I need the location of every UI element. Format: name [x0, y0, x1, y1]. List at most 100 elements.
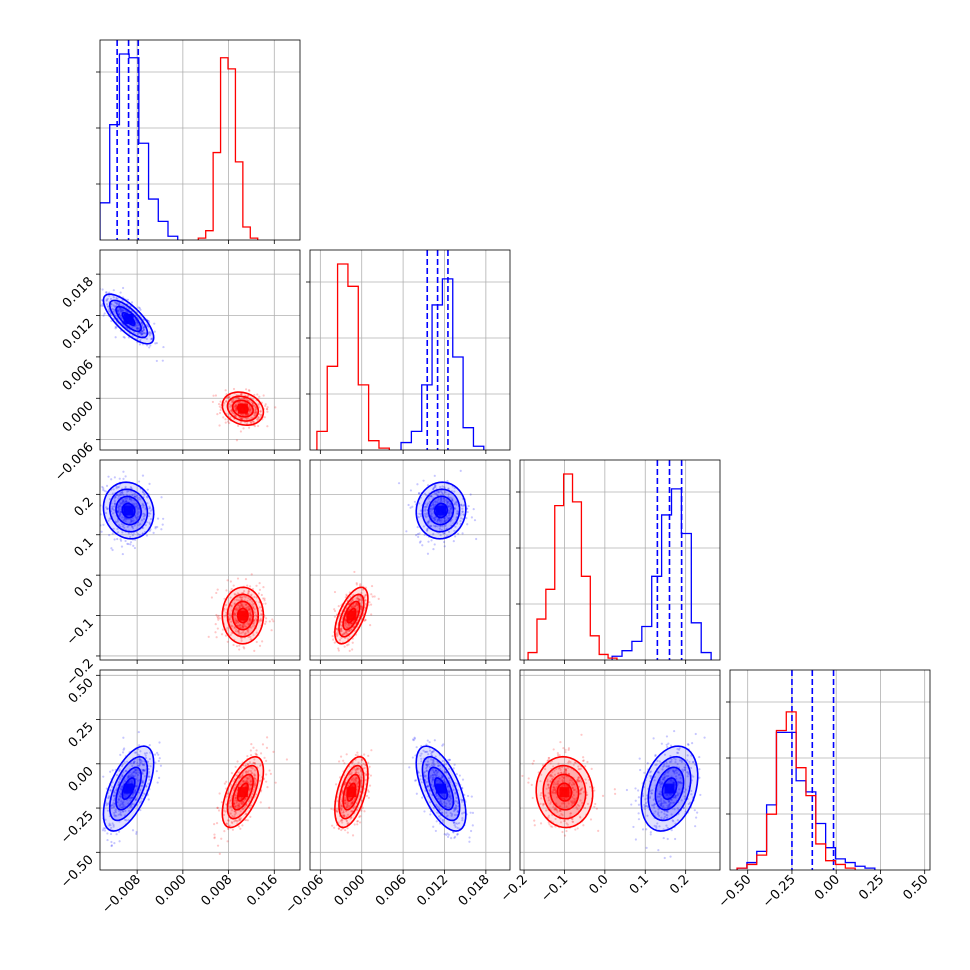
- scatter-point: [455, 796, 458, 799]
- scatter-point: [239, 420, 242, 424]
- scatter-point: [659, 799, 663, 803]
- scatter-point: [425, 767, 428, 770]
- scatter-point: [268, 769, 271, 772]
- scatter-point: [128, 774, 131, 777]
- scatter-point: [101, 829, 105, 832]
- scatter-point: [145, 337, 148, 340]
- scatter-point: [134, 516, 137, 519]
- scatter-point: [118, 313, 121, 316]
- scatter-point: [129, 796, 132, 799]
- scatter-point: [112, 805, 115, 808]
- scatter-point: [141, 780, 144, 783]
- scatter-point: [118, 795, 122, 798]
- scatter-point: [230, 588, 233, 591]
- scatter-point: [678, 773, 681, 776]
- scatter-point: [687, 772, 690, 776]
- scatter-point: [134, 772, 137, 775]
- scatter-point: [235, 405, 238, 408]
- panel-3-1: −0.006 0.000 0.006 0.012 0.018: [283, 669, 511, 917]
- scatter-point: [451, 813, 454, 816]
- scatter-point: [251, 625, 254, 628]
- scatter-point: [263, 416, 266, 419]
- scatter-point: [676, 792, 680, 795]
- scatter-point: [229, 409, 232, 413]
- scatter-point: [140, 760, 143, 763]
- scatter-point: [672, 820, 675, 823]
- scatter-point: [114, 495, 117, 499]
- scatter-point: [443, 485, 446, 489]
- scatter-point: [340, 808, 343, 811]
- scatter-point: [224, 389, 227, 392]
- scatter-point: [272, 750, 275, 753]
- scatter-point: [249, 783, 252, 786]
- scatter-point: [232, 400, 235, 403]
- scatter-point: [236, 804, 240, 807]
- scatter-point: [226, 420, 230, 423]
- scatter-point: [351, 599, 354, 603]
- scatter-point: [134, 770, 137, 773]
- scatter-point: [339, 820, 342, 823]
- scatter-point: [215, 613, 218, 617]
- scatter-point: [431, 761, 434, 765]
- scatter-point: [147, 798, 150, 801]
- scatter-point: [144, 769, 147, 772]
- scatter-point: [134, 784, 138, 787]
- y-tick-label: −0.25: [58, 808, 97, 847]
- scatter-point: [144, 785, 148, 788]
- scatter-point: [357, 598, 361, 601]
- scatter-point: [142, 769, 145, 772]
- scatter-point: [266, 408, 269, 411]
- scatter-point: [639, 768, 642, 772]
- scatter-point: [431, 507, 434, 510]
- scatter-point: [248, 806, 251, 809]
- scatter-point: [357, 616, 361, 619]
- scatter-point: [230, 409, 233, 412]
- scatter-point: [343, 814, 346, 817]
- scatter-point: [461, 510, 464, 513]
- scatter-point: [248, 608, 252, 611]
- scatter-point: [674, 775, 678, 778]
- scatter-point: [118, 312, 121, 316]
- scatter-point: [433, 771, 436, 774]
- scatter-point: [134, 768, 138, 771]
- scatter-point: [353, 778, 357, 781]
- scatter-point: [135, 830, 138, 834]
- scatter-point: [533, 824, 536, 827]
- scatter-point: [446, 786, 449, 789]
- scatter-point: [245, 603, 248, 606]
- scatter-point: [673, 729, 676, 733]
- scatter-point: [131, 829, 135, 832]
- scatter-point: [148, 512, 151, 515]
- scatter-point: [660, 783, 663, 786]
- scatter-point: [119, 787, 123, 790]
- scatter-point: [357, 781, 360, 784]
- scatter-point: [138, 759, 141, 762]
- scatter-point: [675, 771, 679, 775]
- scatter-point: [242, 623, 245, 626]
- scatter-point: [250, 743, 253, 746]
- scatter-point: [142, 329, 145, 332]
- scatter-point: [350, 601, 353, 604]
- scatter-point: [354, 602, 358, 605]
- scatter-point: [455, 772, 458, 776]
- scatter-point: [143, 514, 147, 517]
- scatter-point: [665, 816, 669, 819]
- scatter-point: [112, 289, 115, 292]
- scatter-point: [129, 797, 132, 800]
- scatter-point: [354, 604, 357, 607]
- scatter-point: [238, 606, 241, 609]
- scatter-point: [120, 545, 124, 548]
- scatter-point: [247, 590, 250, 593]
- scatter-point: [466, 794, 470, 798]
- scatter-point: [234, 630, 238, 633]
- scatter-point: [274, 406, 277, 409]
- scatter-point: [249, 753, 253, 757]
- scatter-point: [224, 810, 227, 813]
- scatter-point: [138, 763, 141, 766]
- scatter-point: [397, 482, 401, 485]
- scatter-point: [343, 632, 346, 635]
- scatter-point: [130, 520, 133, 523]
- scatter-point: [156, 525, 159, 529]
- scatter-point: [377, 597, 380, 600]
- scatter-point: [351, 801, 354, 804]
